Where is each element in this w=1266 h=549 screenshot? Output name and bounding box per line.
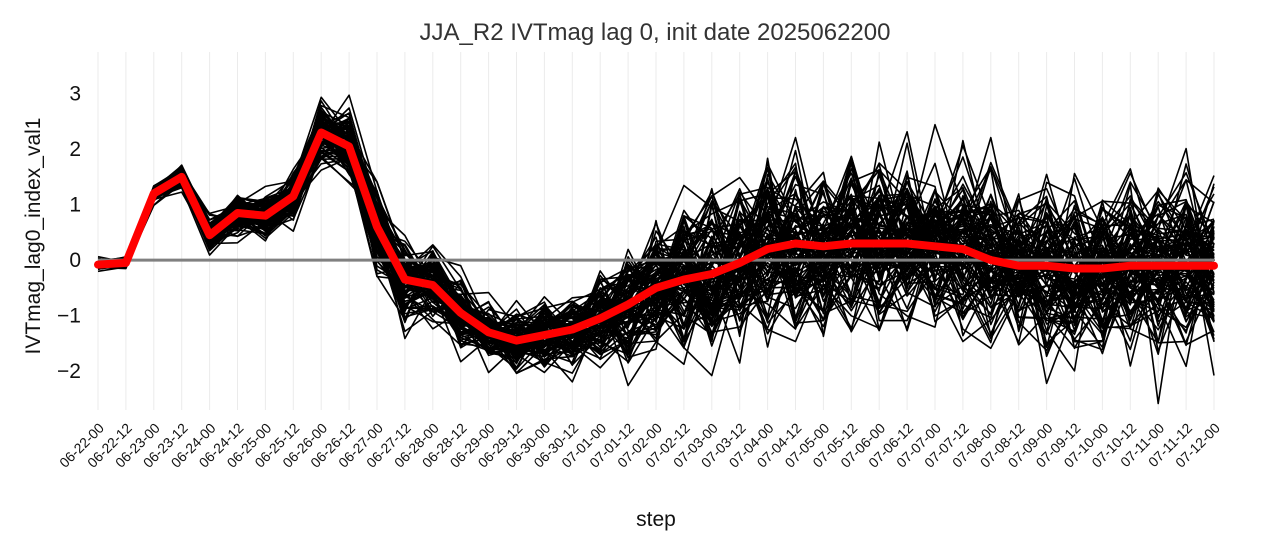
y-tick-label: −2 bbox=[57, 360, 81, 383]
x-axis-label: step bbox=[636, 508, 676, 531]
ensemble-member-line bbox=[97, 130, 1215, 356]
ensemble-member-line bbox=[97, 131, 1215, 364]
y-tick-label: 3 bbox=[69, 83, 81, 106]
ensemble-member-line bbox=[97, 135, 1215, 385]
mean-series bbox=[94, 128, 1218, 345]
mean-line bbox=[94, 128, 1218, 345]
chart-title: JJA_R2 IVTmag lag 0, init date 202506220… bbox=[420, 19, 891, 46]
ensemble-member-line bbox=[97, 127, 1215, 361]
y-tick-label: −1 bbox=[57, 305, 81, 328]
y-axis-label: IVTmag_lag0_index_val1 bbox=[22, 118, 45, 355]
y-tick-label: 2 bbox=[69, 138, 81, 161]
x-axis-ticks: 06-22-0006-22-1206-23-0006-23-1206-24-00… bbox=[56, 420, 1223, 471]
ensemble-member-line bbox=[97, 128, 1215, 343]
y-axis-ticks: −2 −1 0 1 2 3 bbox=[57, 83, 81, 384]
ensemble-member-line bbox=[97, 128, 1215, 356]
y-tick-label: 1 bbox=[69, 194, 81, 217]
y-tick-label: 0 bbox=[69, 249, 81, 272]
